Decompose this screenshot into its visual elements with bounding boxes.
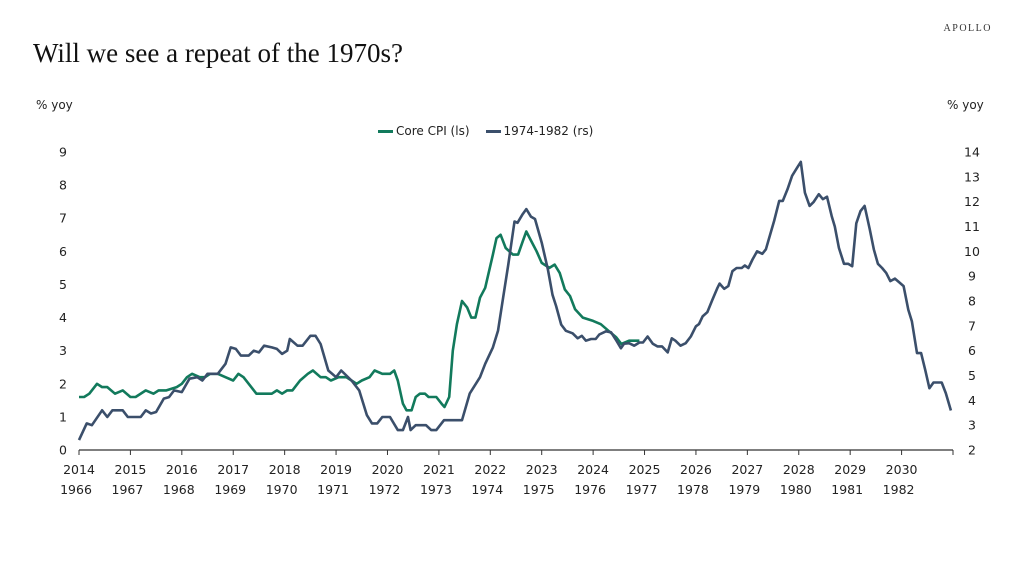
x-tick-label: 2021 <box>423 462 455 477</box>
x-tick-label: 2015 <box>115 462 147 477</box>
x-tick-label-secondary: 1967 <box>112 482 144 497</box>
right-axis-unit: % yoy <box>947 98 984 112</box>
y-left-tick-label: 8 <box>59 178 67 193</box>
x-tick-label: 2019 <box>320 462 352 477</box>
1974-1982-line <box>77 160 953 441</box>
y-left-tick-label: 4 <box>59 310 67 325</box>
y-left-tick-label: 5 <box>59 277 67 292</box>
x-tick-label-secondary: 1971 <box>317 482 349 497</box>
y-right-tick-label: 11 <box>964 219 980 234</box>
x-tick-label: 2023 <box>526 462 558 477</box>
y-right-tick-label: 5 <box>968 368 976 383</box>
legend-label: Core CPI (ls) <box>396 124 470 138</box>
apollo-logo: APOLLO <box>943 23 992 34</box>
y-right-tick-label: 12 <box>964 194 980 209</box>
x-tick-label: 2029 <box>834 462 866 477</box>
y-left-tick-label: 9 <box>59 145 67 160</box>
x-tick-label: 2028 <box>783 462 815 477</box>
y-right-tick-label: 13 <box>964 169 980 184</box>
x-tick-label: 2014 <box>63 462 95 477</box>
y-right-tick-label: 14 <box>964 145 980 160</box>
x-tick-label-secondary: 1970 <box>266 482 298 497</box>
page-title: Will we see a repeat of the 1970s? <box>33 38 404 68</box>
x-tick-label: 2018 <box>269 462 301 477</box>
y-left-tick-label: 1 <box>59 409 67 424</box>
legend-swatch <box>485 129 501 133</box>
x-tick-label: 2025 <box>629 462 661 477</box>
y-right-tick-label: 9 <box>968 269 976 284</box>
x-tick-label-secondary: 1966 <box>60 482 92 497</box>
y-right-tick-label: 8 <box>968 294 976 309</box>
x-tick-label-secondary: 1979 <box>728 482 760 497</box>
y-right-tick-label: 7 <box>968 318 976 333</box>
x-tick-label-secondary: 1973 <box>420 482 452 497</box>
y-left-tick-label: 3 <box>59 343 67 358</box>
legend-item-1974-1982: 1974-1982 (rs) <box>485 124 594 138</box>
left-axis-unit: % yoy <box>36 98 73 112</box>
x-tick-label: 2020 <box>372 462 404 477</box>
x-tick-label-secondary: 1974 <box>471 482 503 497</box>
x-tick-label-secondary: 1978 <box>677 482 709 497</box>
x-tick-label: 2016 <box>166 462 198 477</box>
x-tick-label: 2026 <box>680 462 712 477</box>
y-right-tick-label: 4 <box>968 393 976 408</box>
y-right-tick-label: 10 <box>964 244 980 259</box>
legend-item-core-cpi: Core CPI (ls) <box>378 124 470 138</box>
x-tick-label-secondary: 1969 <box>214 482 246 497</box>
y-left-tick-label: 2 <box>59 376 67 391</box>
x-tick-label: 2024 <box>577 462 609 477</box>
legend-label: 1974-1982 (rs) <box>503 124 594 138</box>
x-tick-label: 2027 <box>731 462 763 477</box>
y-left-tick-label: 6 <box>59 244 67 259</box>
y-right-tick-label: 2 <box>968 443 976 458</box>
y-left-tick-label: 7 <box>59 211 67 226</box>
x-tick-label-secondary: 1977 <box>626 482 658 497</box>
x-tick-label: 2030 <box>886 462 918 477</box>
legend-swatch <box>378 129 393 133</box>
x-tick-label: 2017 <box>217 462 249 477</box>
x-tick-label: 2022 <box>474 462 506 477</box>
y-right-tick-label: 6 <box>968 343 976 358</box>
core-cpi-line <box>79 230 640 412</box>
x-tick-label-secondary: 1981 <box>831 482 863 497</box>
legend: Core CPI (ls) 1974-1982 (rs) <box>378 124 593 138</box>
x-tick-label-secondary: 1968 <box>163 482 195 497</box>
x-tick-label-secondary: 1982 <box>883 482 915 497</box>
y-right-tick-label: 3 <box>968 418 976 433</box>
x-tick-label-secondary: 1975 <box>523 482 555 497</box>
x-tick-label-secondary: 1972 <box>369 482 401 497</box>
x-tick-label-secondary: 1976 <box>574 482 606 497</box>
y-left-tick-label: 0 <box>59 443 67 458</box>
x-tick-label-secondary: 1980 <box>780 482 812 497</box>
